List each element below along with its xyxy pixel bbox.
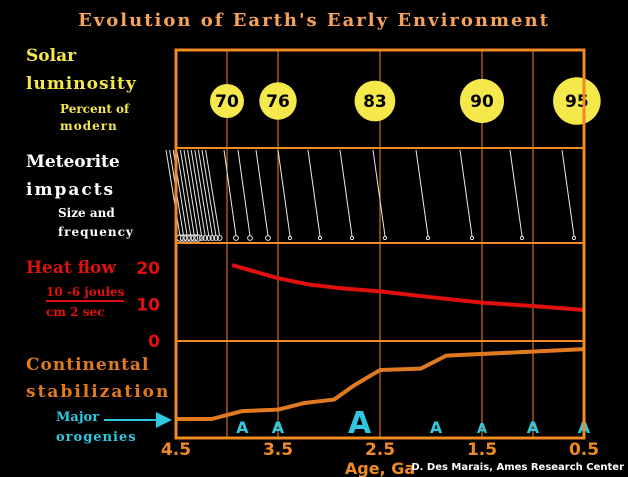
impact-crater: [247, 235, 253, 241]
impact-crater: [265, 235, 271, 241]
impact-streak: [197, 149, 213, 237]
impact-streak: [194, 149, 210, 237]
x-tick-label: 1.5: [467, 440, 497, 460]
impact-crater: [349, 235, 355, 241]
impact-crater: [187, 234, 195, 242]
impact-crater: [287, 235, 293, 241]
impact-streak: [201, 149, 217, 237]
impact-streak: [165, 149, 181, 237]
impact-streak: [223, 149, 237, 237]
impact-crater: [425, 235, 431, 241]
heat-flow-curve: [231, 263, 585, 312]
luminosity-circle: [259, 82, 297, 120]
impact-crater: [183, 234, 191, 242]
solar-label-line1: Solar: [26, 46, 77, 66]
x-tick-label: 0.5: [569, 440, 599, 460]
impact-streak: [179, 149, 195, 237]
luminosity-circle: [553, 77, 601, 125]
x-tick-label: 4.5: [161, 440, 191, 460]
impact-streak: [190, 149, 206, 237]
impact-crater: [209, 235, 216, 241]
orogeny-label-line2: orogenies: [56, 430, 137, 445]
x-tick-label: 2.5: [365, 440, 395, 460]
luminosity-value: 70: [215, 92, 239, 112]
diagram-title: Evolution of Earth's Early Environment: [78, 10, 550, 31]
impact-streak: [277, 149, 291, 237]
luminosity-value: 76: [266, 92, 290, 112]
orogeny-label-line1: Major: [56, 410, 100, 425]
continental-label-line1: Continental: [26, 355, 150, 375]
orogeny-marker: A: [272, 418, 285, 437]
x-tick-label: 3.5: [263, 440, 293, 460]
impact-crater: [233, 235, 239, 241]
heat-label: Heat flow: [26, 258, 116, 278]
impact-streak: [237, 149, 251, 237]
impact-crater: [216, 235, 223, 241]
luminosity-circle: [354, 80, 396, 122]
impact-streak: [307, 149, 321, 237]
impact-streak: [255, 149, 269, 237]
impact-streak: [415, 149, 429, 237]
impact-streak: [183, 149, 199, 237]
impact-crater: [205, 235, 212, 241]
luminosity-value: 83: [363, 92, 387, 112]
impact-crater: [469, 235, 475, 241]
x-axis-label: Age, Ga: [345, 459, 415, 477]
diagram-frame: [174, 48, 586, 440]
solar-label-line2: luminosity: [26, 74, 137, 94]
luminosity-circle: [210, 84, 244, 118]
impacts-sublabel-line2: frequency: [58, 225, 134, 239]
luminosity-value: 90: [470, 92, 494, 112]
impact-crater: [317, 235, 323, 241]
solar-luminosity-panel: 70 76 83 90 95: [210, 77, 601, 125]
impact-crater: [198, 235, 205, 241]
orogeny-marker: A: [477, 422, 487, 437]
impact-streak: [187, 149, 203, 237]
solar-sublabel-line2: modern: [60, 119, 118, 133]
impact-crater: [194, 234, 202, 242]
heat-tick-label: 20: [136, 259, 160, 279]
impact-streak: [205, 149, 221, 237]
credit-text: D. Des Marais, Ames Research Center: [411, 462, 624, 473]
heat-unit-denominator: cm 2 sec: [46, 305, 105, 319]
impact-crater: [213, 235, 219, 241]
impact-crater: [179, 234, 188, 242]
solar-sublabel-line1: Percent of: [60, 102, 130, 116]
orogeny-marker: A: [430, 418, 443, 437]
impact-crater: [519, 235, 525, 241]
heat-tick-label: 10: [136, 296, 160, 316]
heat-unit-numerator: 10 -6 joules: [46, 285, 125, 302]
impacts-label-line2: impacts: [26, 180, 116, 200]
impact-crater: [571, 235, 577, 241]
orogeny-marker: A: [236, 418, 249, 437]
continental-curve: [176, 347, 585, 421]
impact-streak: [561, 149, 575, 237]
luminosity-circle: [459, 78, 505, 124]
impacts-sublabel-line1: Size and: [58, 206, 115, 220]
impact-crater: [202, 235, 209, 241]
impact-streak: [509, 149, 523, 237]
orogeny-marker: A: [527, 418, 540, 437]
heat-flow-panel: 20 10 0: [136, 259, 585, 352]
impact-crater: [382, 235, 388, 241]
impact-streak: [339, 149, 353, 237]
x-axis: 4.5 3.5 2.5 1.5 0.5 Age, Ga: [161, 440, 599, 477]
continental-label-line2: stabilization: [26, 382, 171, 402]
impact-streak: [372, 149, 386, 237]
impact-streak: [176, 149, 192, 237]
impacts-label-line1: Meteorite: [26, 152, 120, 172]
impact-streak: [459, 149, 473, 237]
meteorite-impacts-panel: [165, 149, 577, 242]
plot-border: [174, 48, 586, 440]
heat-tick-label: 0: [148, 332, 160, 352]
impact-crater: [190, 234, 199, 242]
orogeny-marker: A: [348, 406, 372, 441]
